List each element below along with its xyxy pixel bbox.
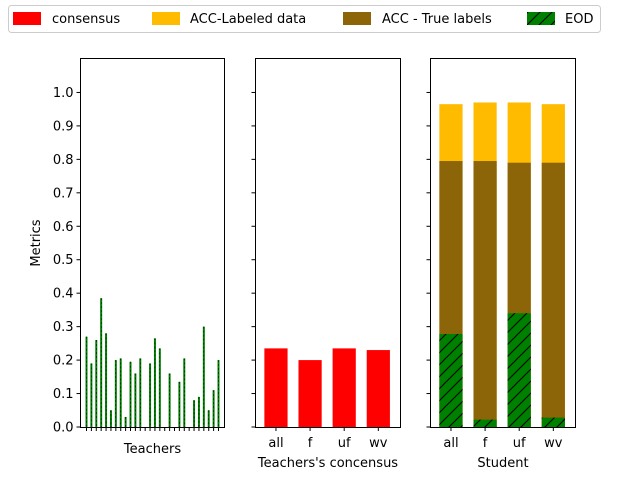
student-y-ticks (426, 91, 431, 428)
teacher-bar (168, 373, 171, 427)
panel-teachers: 0.0 0.1 0.2 0.3 0.4 0.5 0.6 0.7 0.8 0.9 1.0 Teache… (29, 58, 225, 457)
student-x-ticks: all f uf wv (443, 427, 563, 451)
teacher-bar (95, 340, 98, 427)
y-tick-label: 0.2 (53, 354, 74, 369)
y-tick-label: 0.1 (53, 387, 74, 402)
teacher-bar (134, 373, 137, 427)
bar-hatch-f (473, 419, 497, 427)
x-tick-label-wv: wv (369, 436, 388, 451)
consensus-x-ticks: all f uf wv (268, 427, 388, 451)
legend-swatch-consensus (13, 12, 41, 25)
teacher-bar (183, 358, 186, 427)
bar-consensus-wv (366, 350, 390, 427)
consensus-y-ticks (251, 91, 256, 428)
x-tick-label-uf: uf (338, 436, 351, 451)
x-tick-label-all: all (443, 436, 458, 451)
y-axis-label: Metrics (29, 219, 44, 266)
x-tick-label-wv: wv (544, 436, 563, 451)
legend-label-consensus: consensus (52, 12, 120, 27)
y-tick-label: 0.7 (53, 186, 74, 201)
teachers-bars (85, 298, 220, 427)
x-tick-label-all: all (268, 436, 283, 451)
consensus-x-label: Teachers's concensus (257, 456, 398, 471)
student-bars (439, 102, 565, 427)
y-tick-label: 0.9 (53, 119, 74, 134)
bar-hatch-uf (507, 313, 531, 427)
student-x-label: Student (477, 456, 528, 471)
teacher-bar (158, 348, 161, 427)
bar-hatch-all (439, 333, 463, 427)
y-tick-label: 0.8 (53, 153, 74, 168)
panel-student: all f uf wv Student (426, 58, 576, 471)
y-tick-label: 0.5 (53, 253, 74, 268)
bar-acc-true-labels-f (473, 161, 497, 427)
y-tick-label: 0.4 (53, 287, 74, 302)
teacher-bar (119, 358, 122, 427)
y-tick-label: 0.6 (53, 220, 74, 235)
legend-label-acc-true: ACC - True labels (382, 12, 492, 27)
legend: consensus ACC-Labeled data ACC - True la… (8, 5, 601, 33)
bar-hatch-wv (541, 417, 565, 427)
y-tick-label: 0.3 (53, 320, 74, 335)
bar-consensus-uf (332, 348, 356, 427)
x-tick-label-f: f (483, 436, 488, 451)
x-tick-label-uf: uf (513, 436, 526, 451)
y-axis-ticks: 0.0 0.1 0.2 0.3 0.4 0.5 0.6 0.7 0.8 0.9 1.0 (53, 86, 81, 436)
legend-entry-acc-true: ACC - True labels (343, 12, 492, 27)
teachers-x-label: Teachers (123, 442, 181, 457)
student-frame (430, 58, 576, 428)
x-tick-label-f: f (308, 436, 313, 451)
y-tick-label: 1.0 (53, 86, 74, 101)
teacher-bar (212, 390, 215, 427)
teacher-bar (202, 326, 205, 427)
legend-entry-acc-labeled: ACC-Labeled data (152, 12, 306, 27)
teachers-frame (80, 58, 225, 428)
consensus-bars (264, 348, 390, 427)
teacher-bar (139, 358, 142, 427)
teacher-bar (197, 396, 200, 427)
y-tick-label: 0.0 (53, 421, 74, 436)
consensus-frame (255, 58, 401, 428)
teacher-bar (149, 363, 152, 427)
legend-swatch-acc-labeled (152, 12, 180, 25)
legend-entry-consensus: consensus (13, 12, 120, 27)
teacher-bar (178, 381, 181, 427)
legend-entry-eod: EOD (527, 12, 593, 27)
bar-acc-true-labels-wv (541, 162, 565, 427)
panel-consensus: all f uf wv Teachers's concensus (251, 58, 401, 471)
legend-label-eod: EOD (565, 12, 593, 27)
bar-consensus-f (298, 360, 322, 427)
teacher-bar (90, 363, 93, 427)
teacher-bar (105, 333, 108, 427)
bar-consensus-all (264, 348, 288, 427)
legend-swatch-eod-hatch (527, 12, 555, 25)
legend-label-acc-labeled: ACC-Labeled data (190, 12, 306, 27)
legend-swatch-acc-true (343, 12, 371, 25)
